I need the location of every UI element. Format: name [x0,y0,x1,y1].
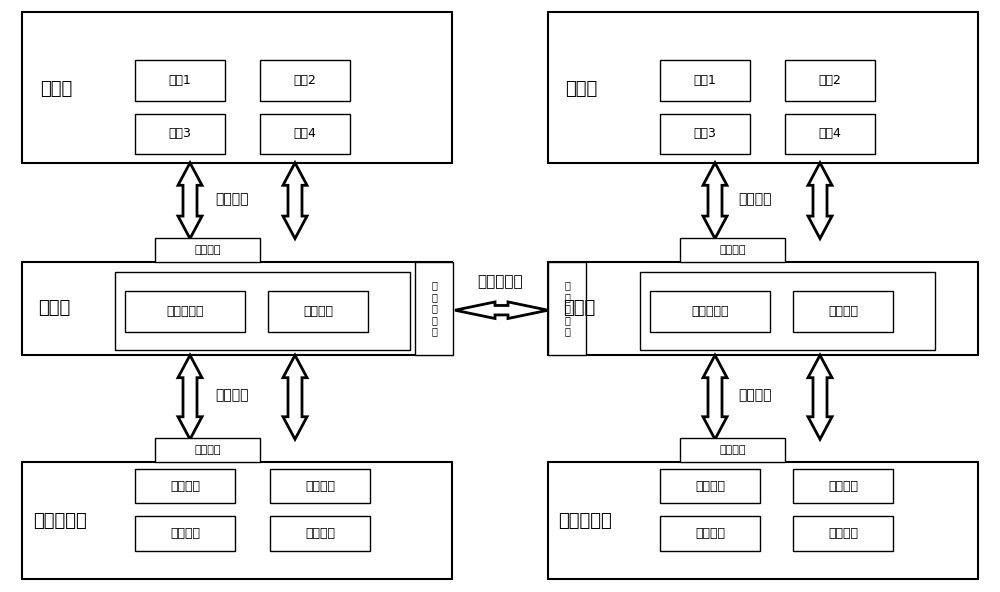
Text: 应用4: 应用4 [294,127,316,140]
Bar [415,262,453,355]
Text: 网络设备: 网络设备 [695,480,725,493]
Polygon shape [703,163,727,239]
Text: 南向流量: 南向流量 [738,388,772,403]
Polygon shape [283,355,307,439]
Polygon shape [703,355,727,439]
Bar [640,272,935,350]
Bar [260,114,350,154]
Bar [548,262,586,355]
Text: 应用4: 应用4 [819,127,841,140]
Text: 北向接口: 北向接口 [719,245,746,255]
Bar [548,262,978,355]
Polygon shape [178,355,202,439]
Text: 东西向流量: 东西向流量 [477,274,523,289]
Text: 东
西
向
接
口: 东 西 向 接 口 [564,280,570,337]
Text: 基础设施层: 基础设施层 [558,512,612,530]
Text: 应用1: 应用1 [694,74,716,87]
Text: 北向流量: 北向流量 [738,192,772,207]
Bar [270,516,370,551]
Polygon shape [808,355,832,439]
Polygon shape [283,163,307,239]
Bar [125,291,245,332]
Text: 软件控制器: 软件控制器 [691,305,729,318]
Text: 控制层: 控制层 [563,300,595,317]
Text: 东
西
向
接
口: 东 西 向 接 口 [431,280,437,337]
Text: 北向流量: 北向流量 [215,192,248,207]
Text: 应用层: 应用层 [40,80,72,98]
Bar [135,469,235,503]
Text: 应用2: 应用2 [819,74,841,87]
Text: 网络设备: 网络设备 [828,527,858,540]
Bar [660,114,750,154]
Text: 南向流量: 南向流量 [215,388,248,403]
Bar [155,438,260,462]
Bar [115,272,410,350]
Text: 控制层: 控制层 [38,300,70,317]
Text: 网络设备: 网络设备 [828,305,858,318]
Text: 北向接口: 北向接口 [194,245,221,255]
Text: 软件控制器: 软件控制器 [166,305,204,318]
Bar [785,114,875,154]
Polygon shape [178,163,202,239]
Bar [155,238,260,262]
Bar [793,469,893,503]
Bar [660,469,760,503]
Bar [260,60,350,101]
Bar [268,291,368,332]
Text: 基础设施层: 基础设施层 [33,512,87,530]
Text: 网络设备: 网络设备 [303,305,333,318]
Text: 应用层: 应用层 [565,80,597,98]
Bar [548,462,978,579]
Text: 网络设备: 网络设备 [305,480,335,493]
Bar [793,291,893,332]
Bar [660,60,750,101]
Text: 南向接口: 南向接口 [194,445,221,455]
Polygon shape [455,302,548,318]
Polygon shape [808,163,832,239]
Text: 网络设备: 网络设备 [305,527,335,540]
Bar [270,469,370,503]
Bar [650,291,770,332]
Text: 应用3: 应用3 [169,127,191,140]
Bar [660,516,760,551]
Bar [135,114,225,154]
Bar [135,516,235,551]
Bar [793,516,893,551]
Bar [22,462,452,579]
Bar [785,60,875,101]
Bar [22,12,452,163]
Bar [22,262,452,355]
Text: 网络设备: 网络设备 [170,480,200,493]
Bar [548,12,978,163]
Bar [135,60,225,101]
Text: 应用3: 应用3 [694,127,716,140]
Bar [680,438,785,462]
Bar [680,238,785,262]
Text: 网络设备: 网络设备 [828,480,858,493]
Text: 南向接口: 南向接口 [719,445,746,455]
Text: 应用2: 应用2 [294,74,316,87]
Text: 应用1: 应用1 [169,74,191,87]
Text: 网络设备: 网络设备 [170,527,200,540]
Text: 网络设备: 网络设备 [695,527,725,540]
